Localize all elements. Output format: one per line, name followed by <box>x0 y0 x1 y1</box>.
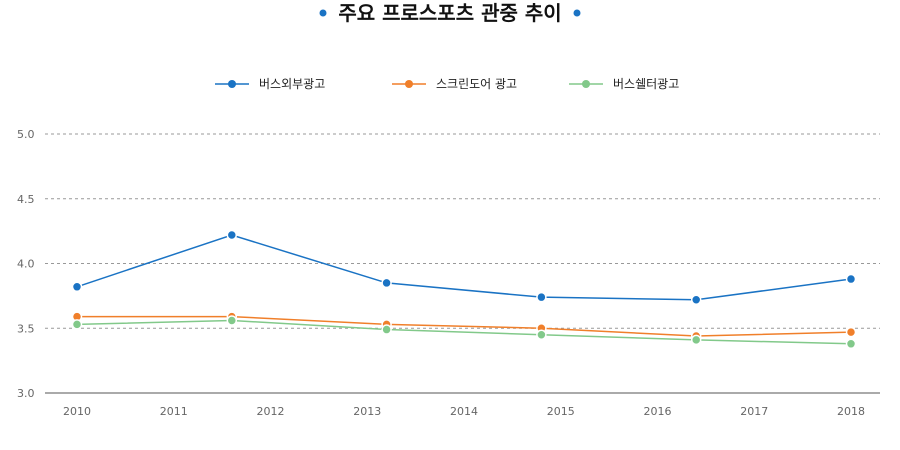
gridlines <box>45 133 880 329</box>
x-tick-label: 2012 <box>257 405 285 418</box>
y-tick-label: 3.0 <box>17 387 35 400</box>
x-tick-label: 2010 <box>63 405 91 418</box>
x-tick-label: 2011 <box>160 405 188 418</box>
series-0 <box>71 229 857 306</box>
legend-item[interactable]: 스크린도어 광고 <box>392 77 517 91</box>
x-tick-label: 2016 <box>644 405 672 418</box>
x-axis-ticks: 2010 2011 2012 2013 2014 2015 2016 2017 2018 <box>63 405 865 418</box>
data-point[interactable] <box>226 229 238 241</box>
data-point[interactable] <box>226 315 238 326</box>
series-2 <box>71 315 857 350</box>
series-1 <box>71 311 857 342</box>
series-line <box>76 319 852 345</box>
series-line <box>77 315 852 337</box>
legend-label: 스크린도어 광고 <box>436 77 517 91</box>
x-tick-label: 2015 <box>547 405 575 418</box>
y-tick-label: 4.5 <box>17 193 35 206</box>
x-tick-label: 2018 <box>837 405 865 418</box>
legend-item[interactable]: 버스쉘터광고 <box>569 77 679 91</box>
legend-swatch-dot <box>405 80 413 88</box>
data-point[interactable] <box>690 334 702 346</box>
data-point[interactable] <box>381 277 392 289</box>
y-tick-label: 5.0 <box>17 128 35 141</box>
legend: 버스외부광고 스크린도어 광고 버스쉘터광고 <box>215 77 679 91</box>
legend-label: 버스외부광고 <box>259 77 325 91</box>
legend-label: 버스쉘터광고 <box>613 77 679 91</box>
data-point[interactable] <box>690 294 702 306</box>
legend-swatch-dot <box>228 80 236 88</box>
title-right-dot <box>573 9 581 17</box>
legend-swatch-dot <box>582 80 590 88</box>
data-point[interactable] <box>536 291 547 303</box>
y-axis-ticks: 5.0 4.5 4.0 3.5 3.0 <box>17 128 35 400</box>
x-tick-label: 2013 <box>353 405 381 418</box>
legend-item[interactable]: 버스외부광고 <box>215 77 325 91</box>
chart-title: 주요 프로스포츠 관중 추이 <box>338 1 561 25</box>
series-line <box>76 234 852 301</box>
data-point[interactable] <box>845 326 857 338</box>
title-left-dot <box>319 9 327 17</box>
chart-title-group: 주요 프로스포츠 관중 추이 <box>319 1 581 25</box>
data-point[interactable] <box>71 319 83 330</box>
y-tick-label: 3.5 <box>17 322 35 335</box>
data-point[interactable] <box>845 338 857 350</box>
data-point[interactable] <box>845 273 857 285</box>
y-tick-label: 4.0 <box>17 258 35 271</box>
data-point[interactable] <box>381 324 392 335</box>
x-tick-label: 2014 <box>450 405 478 418</box>
x-tick-label: 2017 <box>740 405 768 418</box>
data-point[interactable] <box>71 281 83 293</box>
series-layer <box>71 229 857 350</box>
data-point[interactable] <box>536 329 547 340</box>
